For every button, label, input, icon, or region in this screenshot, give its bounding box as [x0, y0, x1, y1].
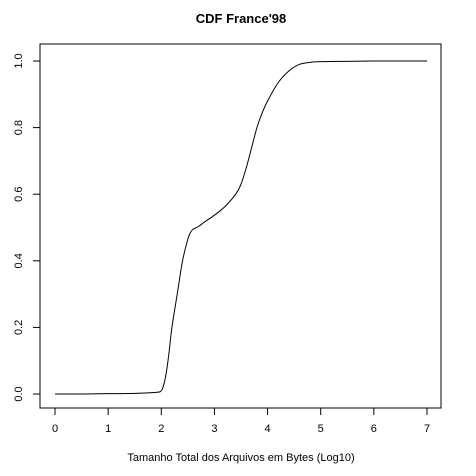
y-tick-label: 0.2: [13, 320, 25, 335]
chart-title: CDF France'98: [196, 11, 287, 26]
y-tick-label: 0.8: [13, 120, 25, 135]
y-tick-label: 1.0: [13, 53, 25, 68]
x-tick-label: 5: [318, 423, 324, 435]
plot-frame: [39, 43, 442, 409]
x-tick-label: 6: [371, 423, 377, 435]
cdf-line: [54, 60, 427, 395]
x-tick-label: 1: [105, 423, 111, 435]
x-axis-label: Tamanho Total dos Arquivos em Bytes (Log…: [127, 452, 354, 464]
y-tick-label: 0.4: [13, 253, 25, 268]
x-axis: 0 1 2 3 4 5 6 7: [52, 408, 430, 435]
y-axis: 0.0 0.2 0.4 0.6 0.8 1.0: [13, 53, 40, 402]
y-tick-label: 0.6: [13, 187, 25, 202]
x-tick-label: 2: [158, 423, 164, 435]
x-tick-label: 3: [211, 423, 217, 435]
x-tick-label: 0: [52, 423, 58, 435]
x-tick-label: 4: [265, 423, 271, 435]
x-tick-label: 7: [424, 423, 430, 435]
y-tick-label: 0.0: [13, 386, 25, 401]
